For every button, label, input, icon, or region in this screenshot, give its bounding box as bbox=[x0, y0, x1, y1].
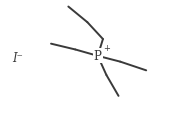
Text: I⁻: I⁻ bbox=[12, 52, 23, 65]
Text: +: + bbox=[103, 43, 110, 52]
Text: P: P bbox=[94, 50, 102, 63]
